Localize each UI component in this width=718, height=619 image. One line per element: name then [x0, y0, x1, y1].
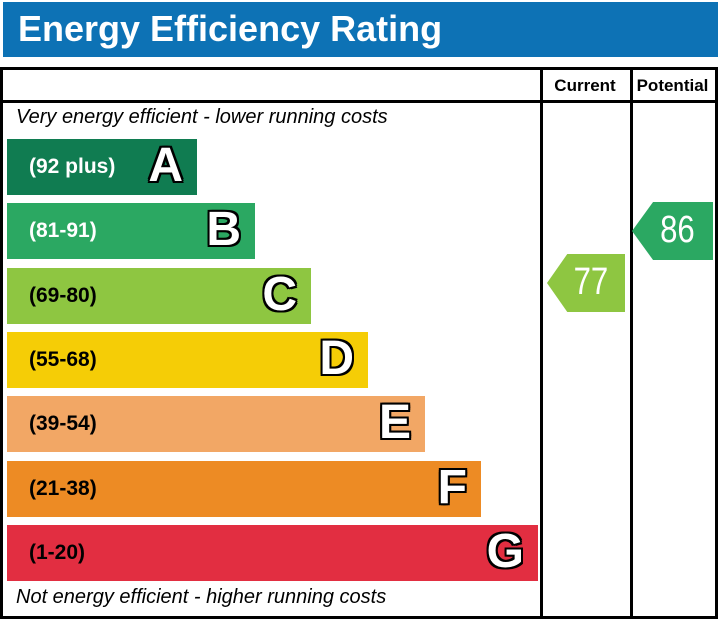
band-range-label: (81-91)	[29, 219, 97, 242]
page-title: Energy Efficiency Rating	[18, 8, 443, 49]
band-range-label: (1-20)	[29, 541, 86, 564]
band-d: (55-68) D	[7, 332, 368, 388]
caption-inefficient: Not energy efficient - higher running co…	[16, 586, 387, 608]
band-a: (92 plus) A	[7, 139, 197, 195]
title-bar: Energy Efficiency Rating	[3, 2, 718, 57]
band-letter: D	[319, 332, 354, 386]
band-c: (69-80) C	[7, 268, 311, 324]
band-letter: B	[206, 203, 241, 257]
current-column-header: Current	[554, 76, 616, 95]
band-b: (81-91) B	[7, 203, 255, 259]
header-underline	[3, 100, 715, 103]
band-f: (21-38) F	[7, 461, 481, 517]
band-range-label: (55-68)	[29, 348, 97, 371]
band-e: (39-54) E	[7, 396, 425, 452]
potential-column-divider	[630, 70, 633, 616]
energy-rating-chart: Current Potential Very energy efficient …	[0, 67, 718, 619]
band-letter: C	[262, 268, 297, 322]
band-letter: F	[437, 461, 467, 515]
caption-efficient: Very energy efficient - lower running co…	[16, 106, 388, 128]
band-letter: G	[486, 525, 524, 579]
current-column-divider	[540, 70, 543, 616]
band-letter: E	[378, 396, 411, 450]
band-letter: A	[148, 139, 183, 193]
band-range-label: (92 plus)	[29, 155, 116, 178]
band-range-label: (39-54)	[29, 412, 97, 435]
potential-rating-value: 86	[660, 209, 695, 251]
band-g: (1-20) G	[7, 525, 538, 581]
potential-column-header: Potential	[636, 76, 709, 95]
potential-rating-arrow: 86	[632, 202, 713, 260]
band-range-label: (21-38)	[29, 477, 97, 500]
current-rating-value: 77	[573, 261, 609, 303]
current-rating-arrow: 77	[547, 254, 625, 312]
band-range-label: (69-80)	[29, 284, 97, 307]
